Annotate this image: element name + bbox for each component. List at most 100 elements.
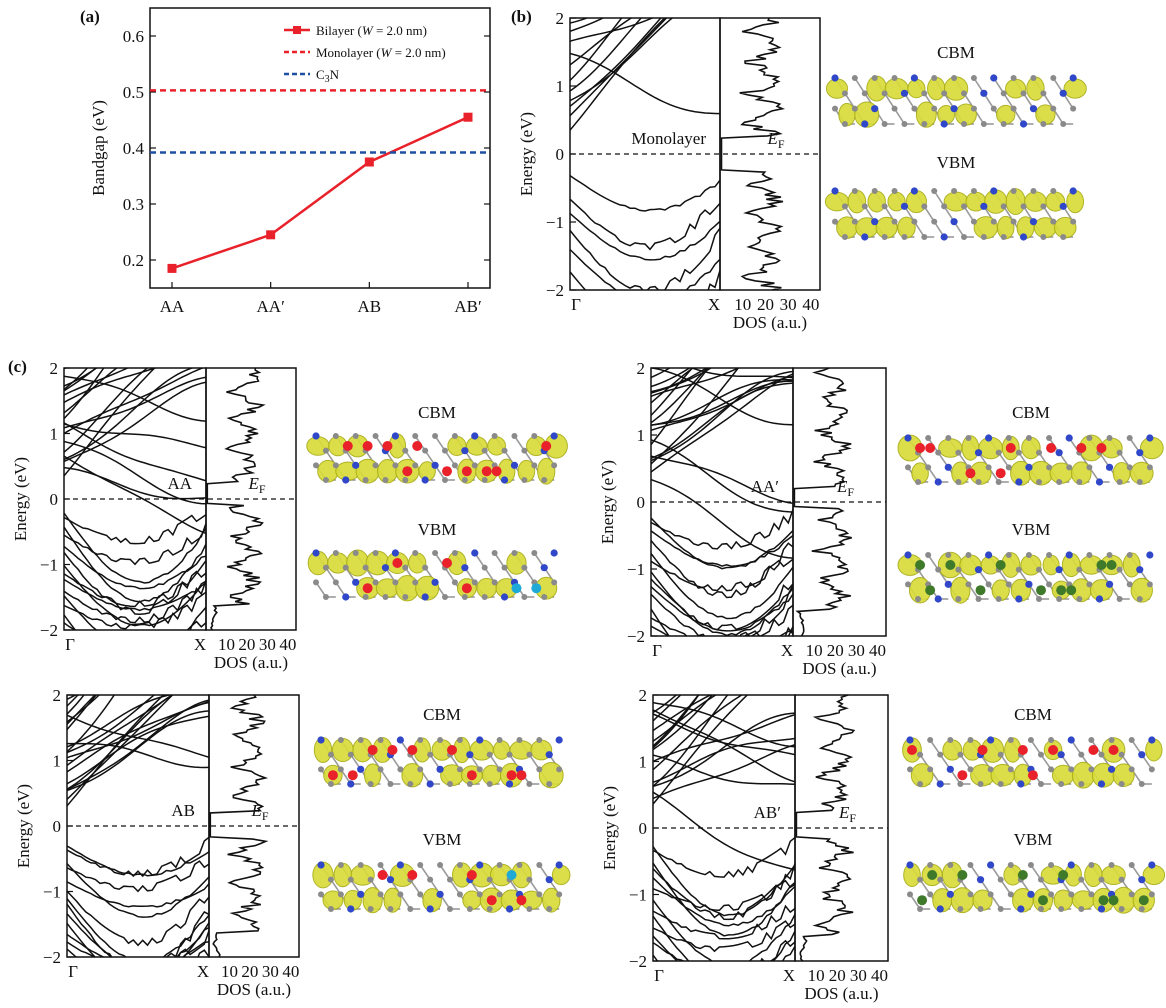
series-line-bilayer (171, 116, 469, 270)
valence-band-line (64, 514, 206, 545)
carbon-atom (881, 203, 888, 210)
carbon-atom (1136, 596, 1143, 602)
carbon-atom (407, 906, 414, 912)
atom-highlight (407, 745, 418, 755)
carbon-atom (1038, 876, 1044, 883)
carbon-atom (965, 552, 972, 558)
carbon-atom (965, 435, 972, 441)
atom-highlight (491, 466, 502, 477)
bilayer-point (364, 157, 374, 167)
valence-band-line (67, 933, 209, 957)
cbm-label: CBM (1014, 705, 1052, 724)
carbon-atom (1046, 581, 1053, 588)
carbon-atom (925, 464, 932, 471)
nitrogen-atom (396, 861, 404, 869)
atom-highlight (965, 468, 976, 479)
energy-tick-label: −2 (546, 281, 564, 300)
carbon-atom (881, 234, 888, 240)
atom-highlight (1066, 585, 1077, 596)
nitrogen-atom (550, 549, 558, 557)
conduction-band-line (67, 695, 77, 700)
carbon-atom (461, 477, 468, 483)
carbon-atom (412, 579, 419, 586)
carbon-atom (931, 188, 938, 194)
carbon-atom (451, 433, 458, 439)
conduction-band-line (64, 422, 206, 482)
carbon-atom (451, 579, 458, 586)
conduction-band-line (67, 695, 165, 807)
nitrogen-atom (936, 780, 944, 788)
atom-highlight (466, 870, 477, 880)
carbon-atom (1148, 891, 1155, 898)
valence-band-line (67, 836, 209, 878)
conduction-band-line (67, 699, 209, 791)
nitrogen-atom (1029, 105, 1038, 113)
conduction-band-line (67, 701, 209, 759)
dos-curve (720, 17, 786, 291)
nitrogen-atom (357, 890, 365, 898)
carbon-atom (526, 876, 533, 883)
carbon-atom (397, 766, 404, 773)
valence-band-line (67, 860, 209, 893)
bond (1003, 205, 1015, 223)
nitrogen-atom (1015, 478, 1023, 486)
nitrogen-atom (1017, 780, 1025, 788)
carbon-atom (927, 766, 934, 773)
kpoint-gamma: Γ (68, 962, 78, 981)
nitrogen-atom (1095, 478, 1104, 486)
carbon-atom (1098, 876, 1105, 883)
carbon-atom (1007, 891, 1014, 898)
carbon-atom (931, 105, 938, 112)
atom-highlight (1017, 745, 1028, 755)
carbon-atom (432, 433, 439, 439)
band-curves (67, 695, 209, 957)
valence-band-line (653, 877, 795, 927)
dos-tick-label: 40 (871, 966, 888, 985)
atom-highlight (447, 745, 457, 755)
fermi-label-sub: F (847, 485, 854, 499)
carbon-atom (901, 121, 908, 127)
energy-tick-label: 1 (637, 426, 646, 445)
fermi-label: EF (838, 803, 856, 825)
carbon-atom (1106, 552, 1113, 558)
valence-band-line (67, 930, 209, 957)
conduction-band-line (570, 18, 633, 66)
energy-tick-label: 2 (639, 686, 648, 705)
carbon-atom (1086, 464, 1093, 471)
atom-highlight (995, 560, 1006, 570)
conduction-band-line (653, 754, 795, 786)
valence-band-line (653, 837, 795, 878)
nitrogen-atom (1136, 566, 1144, 574)
carbon-atom (1050, 105, 1057, 112)
carbon-atom (951, 75, 958, 81)
dos-tick-label: 30 (262, 962, 279, 981)
fermi-label: EF (836, 477, 854, 499)
carbon-atom (382, 477, 389, 483)
valence-band-line (651, 558, 793, 592)
cbm-orbital-picture (313, 736, 564, 789)
valence-band-line (651, 604, 793, 636)
vbm-label: VBM (423, 830, 462, 849)
dos-tick-label: 40 (802, 295, 819, 314)
nitrogen-atom (934, 595, 942, 603)
conduction-band-line (653, 634, 795, 680)
carbon-atom (496, 891, 503, 898)
cbm-label: CBM (1012, 403, 1050, 422)
nitrogen-atom (1146, 551, 1154, 559)
nitrogen-atom (466, 751, 474, 759)
carbon-atom (486, 751, 493, 758)
valence-band-line (651, 553, 793, 620)
carbon-atom (521, 594, 528, 600)
carbon-atom (427, 876, 434, 883)
valence-band-line (651, 587, 793, 636)
carbon-atom (1126, 552, 1133, 558)
carbon-atom (392, 462, 399, 469)
dos-curve (209, 694, 269, 958)
carbon-atom (332, 550, 339, 556)
carbon-atom (332, 462, 339, 469)
nitrogen-atom (940, 233, 948, 241)
nitrogen-atom (871, 105, 879, 113)
valence-band-line (651, 586, 793, 632)
carbon-atom (1005, 435, 1012, 441)
energy-tick-label: −2 (627, 627, 645, 646)
